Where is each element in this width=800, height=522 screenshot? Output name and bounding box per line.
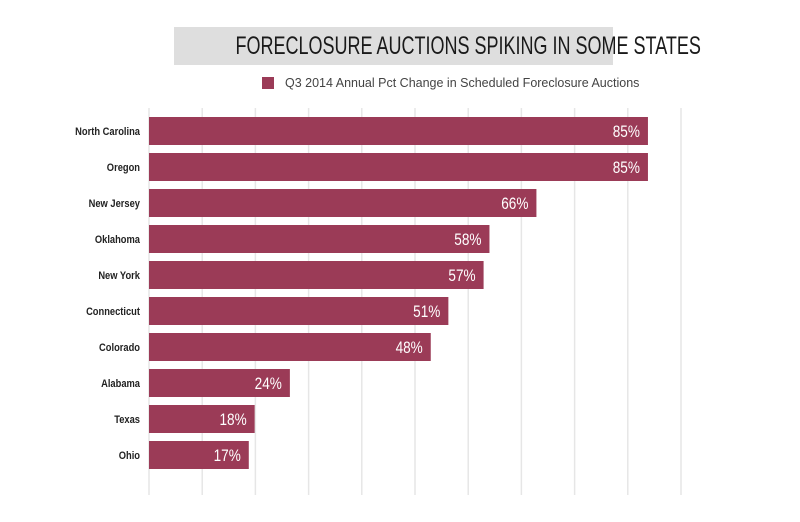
legend: Q3 2014 Annual Pct Change in Scheduled F…	[262, 76, 639, 90]
category-label: Colorado	[99, 342, 140, 354]
category-label: Alabama	[101, 378, 140, 390]
legend-label: Q3 2014 Annual Pct Change in Scheduled F…	[285, 76, 640, 90]
category-label: Ohio	[119, 450, 140, 462]
category-label: Oregon	[107, 162, 140, 174]
bar	[149, 333, 431, 361]
bar	[149, 189, 537, 217]
data-label: 51%	[413, 303, 440, 322]
bar	[149, 369, 290, 397]
bar	[149, 297, 449, 325]
data-label: 48%	[396, 339, 423, 358]
category-label: Oklahoma	[95, 234, 140, 246]
legend-swatch	[262, 77, 274, 89]
category-label: Texas	[114, 414, 140, 426]
data-label: 85%	[613, 123, 640, 142]
category-label: New York	[98, 270, 140, 282]
data-label: 24%	[255, 375, 282, 394]
category-label: North Carolina	[75, 126, 140, 138]
data-label: 18%	[219, 411, 246, 430]
bar	[149, 441, 249, 469]
bar	[149, 117, 648, 145]
bar	[149, 225, 490, 253]
bar	[149, 261, 484, 289]
bar	[149, 153, 648, 181]
data-label: 58%	[454, 231, 481, 250]
category-label: New Jersey	[89, 198, 141, 210]
bar	[149, 405, 255, 433]
category-label: Connecticut	[86, 306, 140, 318]
data-label: 57%	[448, 267, 475, 286]
data-label: 66%	[501, 195, 528, 214]
data-label: 17%	[214, 447, 241, 466]
data-label: 85%	[613, 159, 640, 178]
